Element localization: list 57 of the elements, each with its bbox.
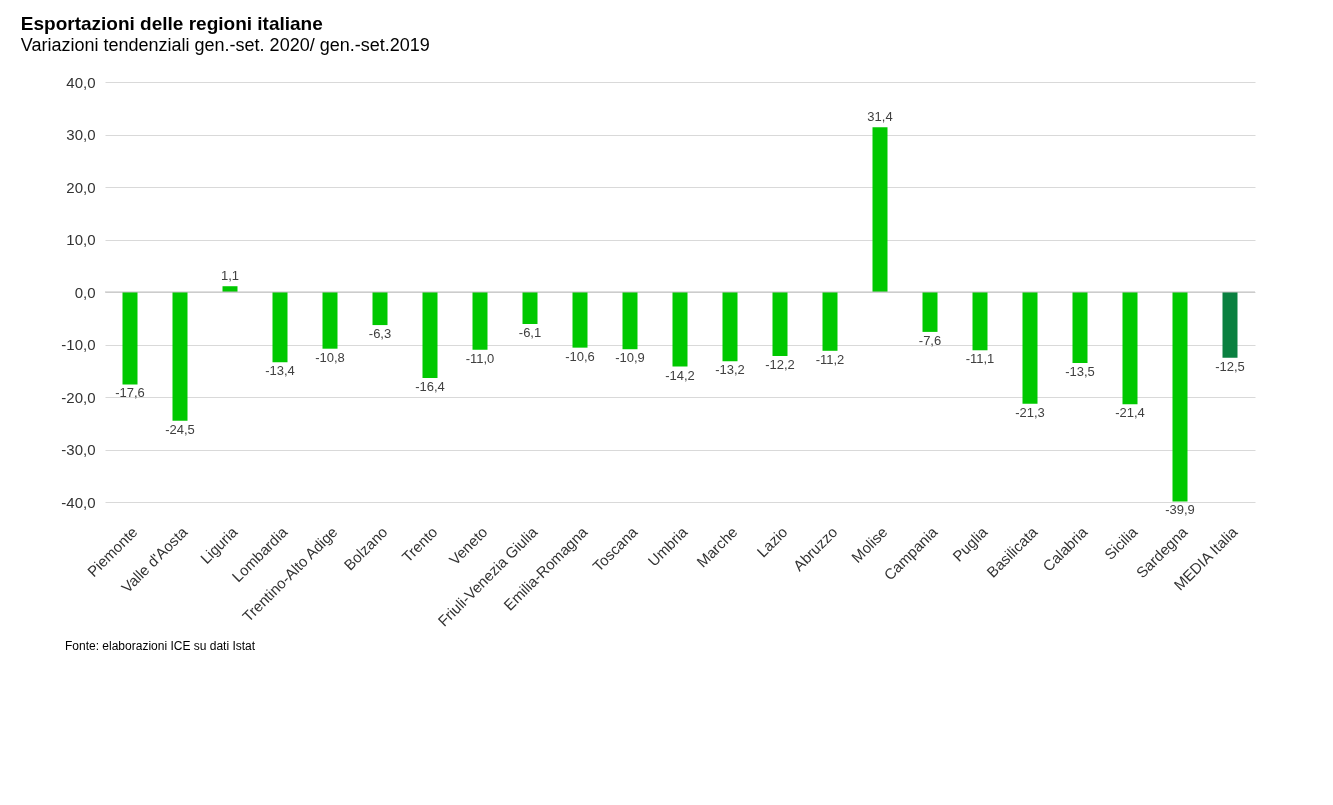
bar [672,292,688,367]
data-label: -17,6 [115,385,145,401]
bar [1172,292,1188,502]
source-note: Fonte: elaborazioni ICE su dati Istat [65,639,256,653]
bar [322,292,338,349]
data-label: -11,0 [465,350,495,366]
data-label: -16,4 [415,379,445,395]
data-label: 31,4 [867,109,893,125]
data-label: -6,3 [368,326,392,342]
data-label: 1,1 [220,268,240,284]
bar [622,292,638,350]
data-label: -11,2 [815,351,845,367]
data-label: -7,6 [918,332,942,348]
y-tick-label: 10,0 [66,231,96,248]
y-tick-label: 30,0 [66,126,96,143]
bar [872,127,888,292]
bar [422,292,438,379]
bar [1072,292,1088,363]
bar [1122,292,1138,405]
y-tick-label: 40,0 [66,73,96,91]
bar [822,292,838,351]
bar [922,292,938,332]
data-label: -12,5 [1215,358,1245,374]
bar [722,292,738,362]
data-label: -12,2 [765,357,795,373]
bar [1022,292,1038,404]
data-label: -21,4 [1115,405,1145,421]
y-tick-label: -20,0 [61,388,96,406]
data-label: -13,4 [265,363,295,379]
chart-title: Esportazioni delle regioni italiane [20,13,323,34]
bar [522,292,538,325]
y-tick-label: -40,0 [61,493,96,511]
data-label: -11,1 [965,351,995,367]
data-label: -13,2 [715,362,745,378]
y-tick-label: 0,0 [74,283,96,301]
data-label: -21,3 [1015,404,1045,420]
data-label: -13,5 [1065,363,1095,379]
bar [572,292,588,348]
data-label: -24,5 [165,421,195,437]
bar [472,292,488,350]
y-tick-label: 20,0 [66,178,96,196]
data-label: -10,6 [565,348,595,364]
bar [372,292,388,326]
data-label: -10,9 [615,350,645,366]
data-label: -10,8 [315,349,345,365]
bar [272,292,288,363]
data-label: -14,2 [665,367,695,383]
y-tick-label: -30,0 [61,441,96,458]
chart-subtitle: Variazioni tendenziali gen.-set. 2020/ gen.-set.2019 [20,35,430,55]
bar [1222,292,1238,358]
bar [972,292,988,351]
bar [172,292,188,421]
data-label: -39,9 [1165,502,1195,518]
data-label: -6,1 [518,325,542,341]
bar [772,292,788,357]
y-tick-label: -10,0 [61,336,96,353]
bar [122,292,138,385]
